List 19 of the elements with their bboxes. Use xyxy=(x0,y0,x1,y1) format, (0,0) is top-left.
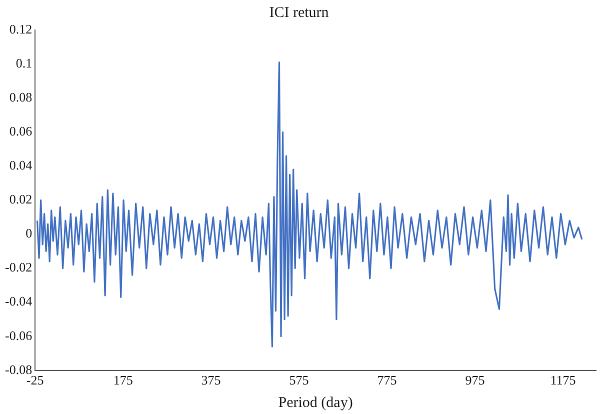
x-tick-label: 375 xyxy=(201,372,221,388)
x-tick-label: 1175 xyxy=(550,372,576,388)
y-tick-label: 0.08 xyxy=(9,90,32,104)
y-tick-label: 0.06 xyxy=(9,124,33,139)
y-tick-label: -0.02 xyxy=(4,260,32,275)
y-tick-label: 0.02 xyxy=(9,192,32,207)
y-tick-label: -0.06 xyxy=(4,328,33,343)
y-tick-label: -0.08 xyxy=(4,362,32,377)
chart-title: ICI return xyxy=(269,4,330,21)
x-tick-label: 775 xyxy=(377,372,397,388)
y-tick-label: 0.12 xyxy=(9,21,32,36)
x-tick-label: 575 xyxy=(289,372,309,388)
y-tick-label: -0.04 xyxy=(4,294,33,309)
x-tick-label: 975 xyxy=(465,372,485,388)
y-tick-label: 0 xyxy=(26,226,32,241)
x-tick-label: 175 xyxy=(113,372,133,388)
y-tick-label: 0.1 xyxy=(16,55,32,70)
y-tick-label: 0.04 xyxy=(9,158,33,173)
x-axis-title: Period (day) xyxy=(278,394,353,411)
